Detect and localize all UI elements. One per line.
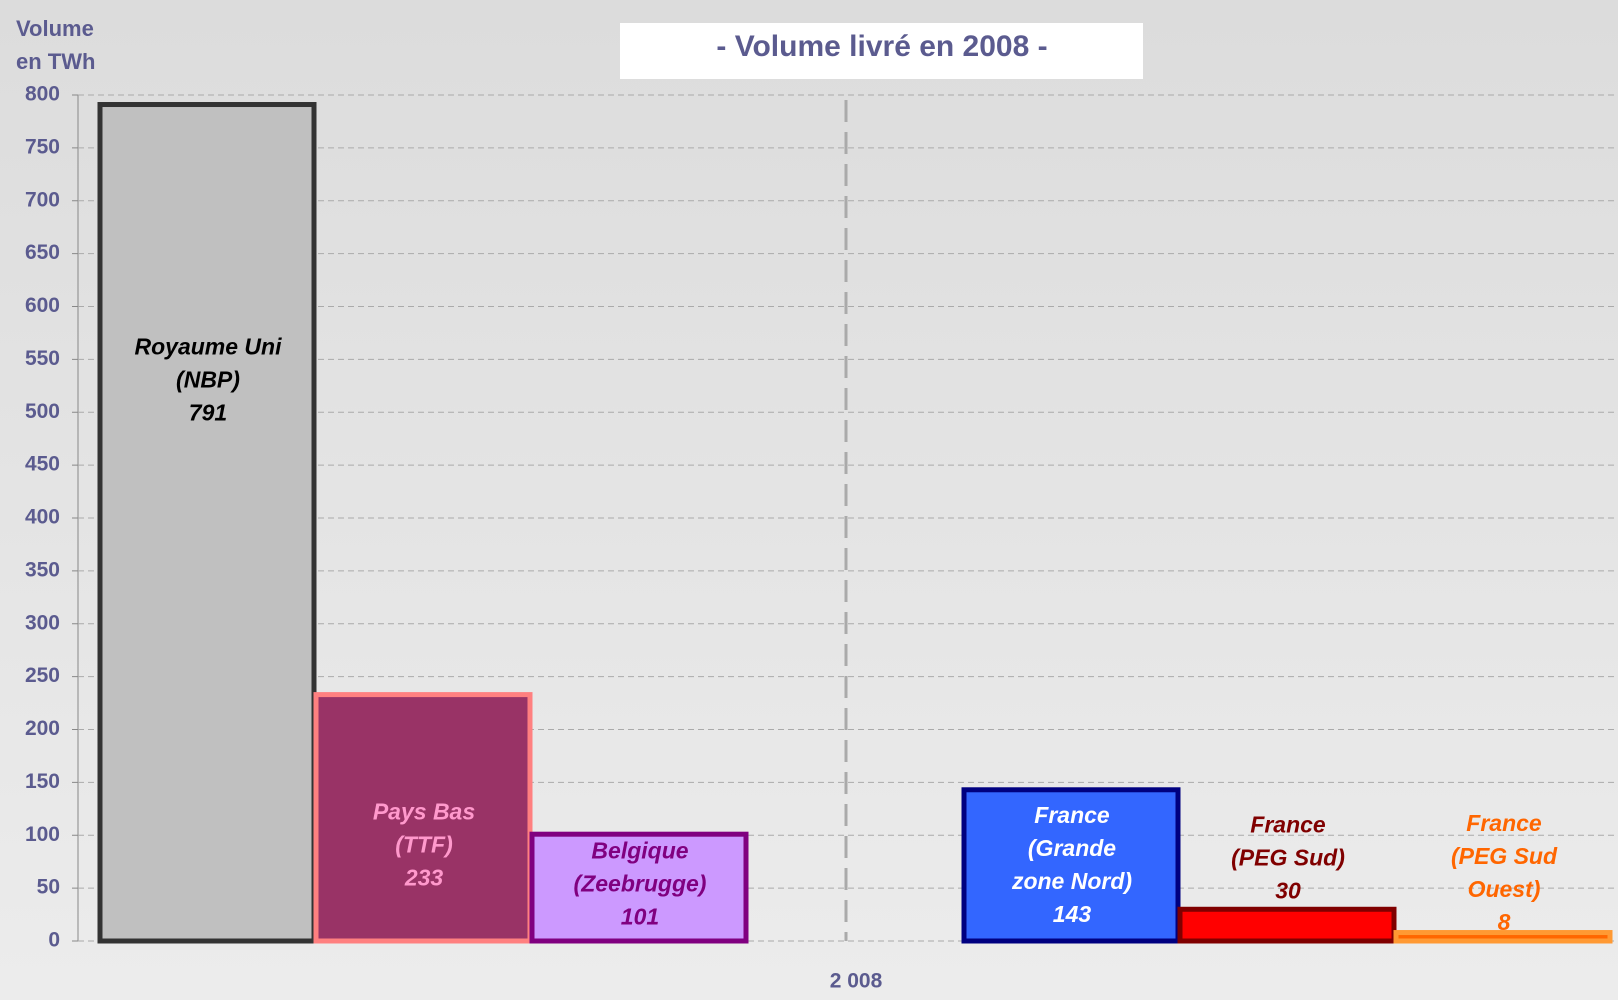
y-tick-label: 50 bbox=[37, 876, 60, 899]
bar bbox=[1393, 930, 1613, 944]
bar-label: France (PEG Sud) 30 bbox=[1231, 809, 1345, 908]
bar-label: Royaume Uni (NBP) 791 bbox=[135, 331, 282, 430]
bar-label: Belgique (Zeebrugge) 101 bbox=[574, 835, 707, 934]
value-label: 8 bbox=[1497, 909, 1511, 935]
value-label: 233 bbox=[404, 864, 444, 891]
y-tick-label: 700 bbox=[25, 188, 60, 211]
bar-label: France (Grande zone Nord) 143 bbox=[1012, 799, 1132, 931]
value-label: 30 bbox=[1275, 877, 1301, 904]
y-tick-label: 450 bbox=[25, 453, 60, 476]
bar-label: Pays Bas (TTF) 233 bbox=[373, 796, 475, 895]
y-tick-label: 300 bbox=[25, 611, 60, 634]
value-label: 143 bbox=[1052, 901, 1092, 927]
category-label: France (Grande zone Nord) bbox=[1011, 802, 1133, 894]
y-tick-label: 200 bbox=[25, 717, 60, 740]
bar bbox=[97, 102, 317, 944]
y-tick-label: 750 bbox=[25, 135, 60, 158]
y-tick-label: 550 bbox=[25, 347, 60, 370]
category-label: France (PEG Sud Ouest) bbox=[1450, 810, 1558, 902]
y-axis-label: Volume en TWh bbox=[16, 16, 96, 74]
title-box bbox=[620, 23, 1143, 79]
x-axis-label: 2 008 bbox=[830, 970, 883, 993]
bar-label: France (PEG Sud Ouest) 8 bbox=[1447, 807, 1561, 939]
y-tick-label: 0 bbox=[48, 929, 60, 952]
bar bbox=[313, 692, 533, 944]
y-tick-label: 650 bbox=[25, 241, 60, 264]
category-label: Pays Bas (TTF) bbox=[372, 798, 476, 858]
y-tick-label: 500 bbox=[25, 400, 60, 423]
bar bbox=[529, 831, 749, 944]
bar bbox=[961, 787, 1181, 944]
category-label: Royaume Uni (NBP) bbox=[134, 333, 282, 393]
y-tick-label: 800 bbox=[25, 83, 60, 106]
y-tick-label: 350 bbox=[25, 558, 60, 581]
value-label: 791 bbox=[188, 399, 228, 426]
y-tick-label: 400 bbox=[25, 506, 60, 529]
y-tick-label: 600 bbox=[25, 294, 60, 317]
value-label: 101 bbox=[620, 903, 660, 930]
category-label: Belgique (Zeebrugge) bbox=[573, 837, 707, 897]
category-label: France (PEG Sud) bbox=[1231, 811, 1345, 871]
y-tick-label: 150 bbox=[25, 770, 60, 793]
chart-title: - Volume livré en 2008 - bbox=[716, 30, 1047, 63]
bar bbox=[1177, 906, 1397, 944]
y-tick-label: 250 bbox=[25, 664, 60, 687]
y-tick-label: 100 bbox=[25, 823, 60, 846]
